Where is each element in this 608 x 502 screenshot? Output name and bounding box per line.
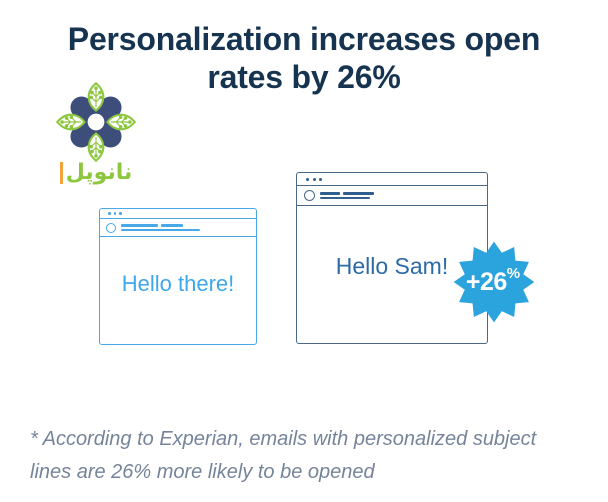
generic-greeting-text: Hello there! [121,271,235,296]
avatar-circle-icon [304,190,315,201]
personalized-greeting-text: Hello Sam! [335,253,449,279]
badge-label: +26 % [452,240,536,324]
badge-percent-sign: % [506,264,521,282]
title-line-1: Personalization increases open [67,21,541,57]
starburst-icon [453,241,535,323]
avatar-circle-icon [106,222,116,233]
logo-wordmark-row: نانوپل [50,160,142,185]
subject-bar [297,186,487,206]
window-dot-icon [108,212,111,215]
footnote-line-2: lines are 26% more likely to be opened [30,461,375,483]
window-dot-icon [306,177,309,181]
window-controls-bar [297,173,487,186]
window-dot-icon [312,177,316,181]
subject-bar [100,219,256,237]
window-dot-icon [319,177,322,181]
logo-accent-bar [59,161,63,184]
increase-badge: +26 % [452,240,536,324]
placeholder-line [161,224,183,227]
placeholder-line [121,224,158,227]
generic-email-window: Hello there! [99,208,257,345]
placeholder-line [320,191,340,196]
subject-placeholder-lines [121,224,200,231]
logo-flower-icon [55,81,137,163]
window-dot-icon [113,212,116,215]
email-body: Hello there! [100,237,256,341]
subject-placeholder-lines [320,191,374,200]
placeholder-line [320,197,370,200]
window-controls-bar [100,209,256,219]
footnote: * According to Experian, emails with per… [30,423,590,489]
window-dot-icon [119,212,122,215]
footnote-line-1: * According to Experian, emails with per… [30,428,537,450]
placeholder-line [343,191,374,196]
placeholder-line [121,229,200,231]
badge-value: +26 [465,267,507,296]
title-line-2: rates by 26% [207,59,401,95]
logo: نانوپل [50,78,142,185]
email-body: Hello Sam! [297,206,487,341]
page-title: Personalization increases open rates by … [0,20,608,96]
logo-wordmark: نانوپل [65,160,133,185]
